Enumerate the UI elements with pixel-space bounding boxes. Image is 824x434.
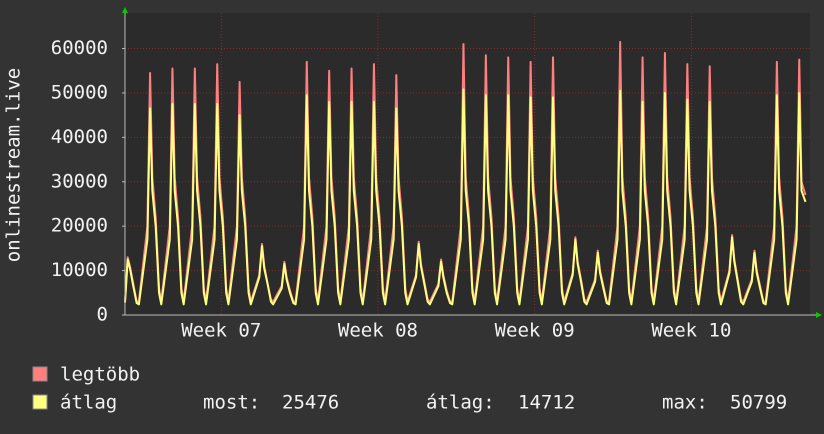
legend-swatch bbox=[32, 394, 48, 410]
ticks: 0 10000 20000 30000 40000 50000 60000 Week 07 We… bbox=[51, 37, 732, 341]
x-tick-label: Week 10 bbox=[651, 320, 731, 342]
x-axis-arrow bbox=[816, 312, 822, 318]
stat-value: 25476 bbox=[282, 392, 339, 414]
legend-label: átlag bbox=[60, 392, 117, 414]
stat-value: 14712 bbox=[518, 392, 575, 414]
stat-value: 50799 bbox=[730, 392, 787, 414]
legend-label: legtöbb bbox=[60, 364, 140, 386]
y-tick-label: 30000 bbox=[51, 170, 108, 192]
y-tick-label: 20000 bbox=[51, 215, 108, 237]
series-line bbox=[124, 88, 807, 306]
x-tick-label: Week 08 bbox=[338, 320, 418, 342]
x-tick-label: Week 07 bbox=[181, 320, 261, 342]
y-tick-label: 60000 bbox=[51, 37, 108, 59]
y-tick-label: 40000 bbox=[51, 126, 108, 148]
y-tick-label: 0 bbox=[97, 304, 108, 326]
legend-swatch bbox=[32, 366, 48, 382]
stat-label: átlag: bbox=[426, 392, 495, 414]
lines bbox=[124, 40, 807, 306]
y-tick-label: 50000 bbox=[51, 81, 108, 103]
y-axis-title: onlinestream.live bbox=[3, 68, 25, 262]
stat-label: max: bbox=[662, 392, 708, 414]
y-tick-label: 10000 bbox=[51, 259, 108, 281]
stat-label: most: bbox=[203, 392, 260, 414]
legend: legtöbb átlag most: 25476 átlag: 14712 m… bbox=[32, 364, 787, 414]
x-tick-label: Week 09 bbox=[495, 320, 575, 342]
y-axis-arrow bbox=[122, 7, 128, 13]
